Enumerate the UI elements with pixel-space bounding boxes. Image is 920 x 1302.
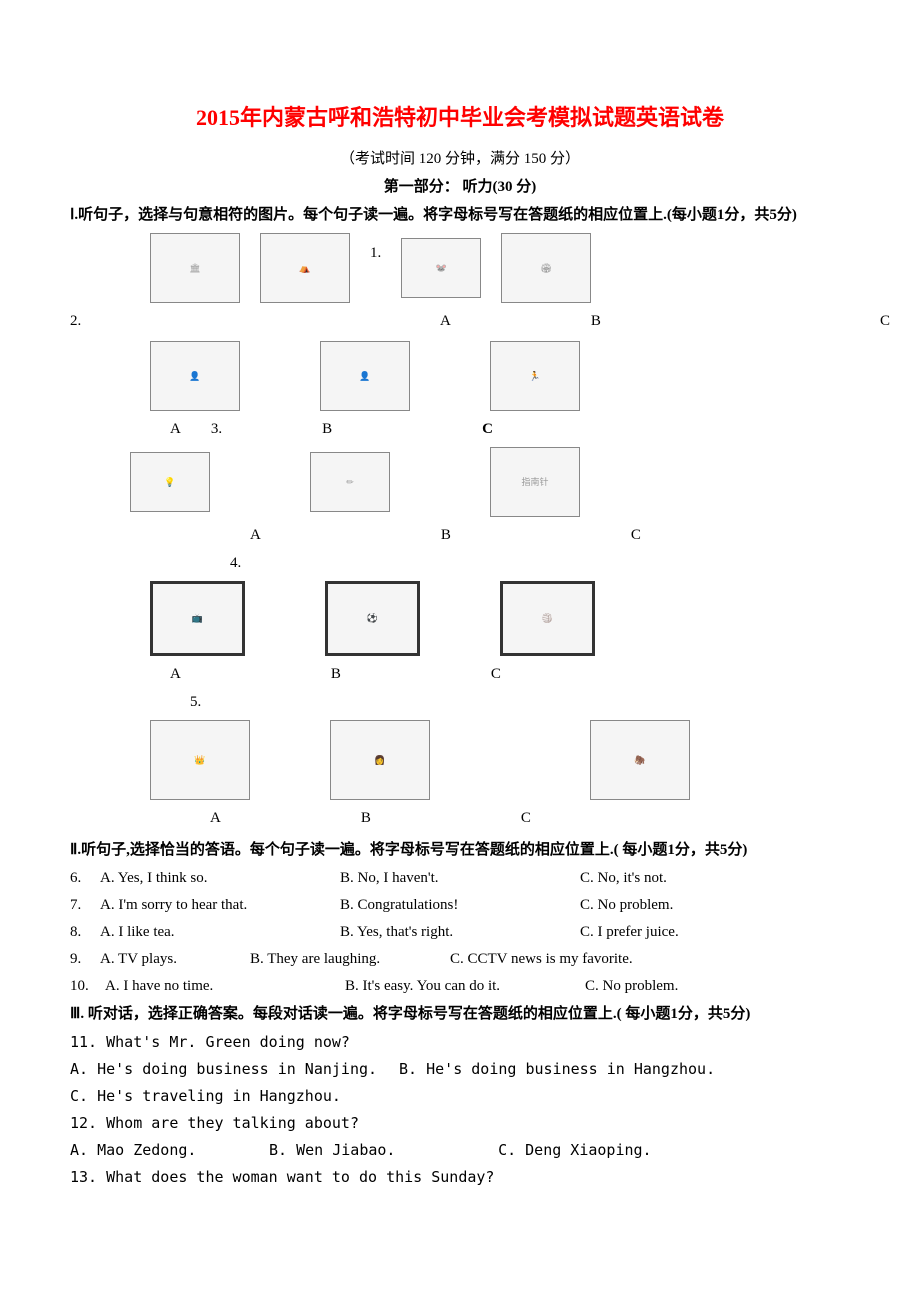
- label-a: A: [250, 523, 261, 547]
- q8: 8. A. I like tea. B. Yes, that's right. …: [70, 920, 850, 944]
- label-c: C: [521, 806, 531, 830]
- q8-c: C. I prefer juice.: [580, 920, 850, 944]
- q13: 13. What does the woman want to do this …: [70, 1165, 850, 1189]
- q6: 6. A. Yes, I think so. B. No, I haven't.…: [70, 866, 850, 890]
- q12-b: B. Wen Jiabao.: [269, 1138, 489, 1162]
- q10: 10. A. I have no time. B. It's easy. You…: [70, 974, 850, 998]
- q6-num: 6.: [70, 866, 100, 890]
- label-a: A: [170, 662, 181, 686]
- part1-title: 第一部分： 听力(30 分): [70, 175, 850, 199]
- q11-c: C. He's traveling in Hangzhou.: [70, 1084, 850, 1108]
- page-title: 2015年内蒙古呼和浩特初中毕业会考模拟试题英语试卷: [70, 100, 850, 135]
- q10-b: B. It's easy. You can do it.: [345, 974, 585, 998]
- q11-b: B. He's doing business in Hangzhou.: [399, 1060, 715, 1078]
- label-c: C: [631, 523, 641, 547]
- q10-c: C. No problem.: [585, 974, 850, 998]
- q9: 9. A. TV plays. B. They are laughing. C.…: [70, 947, 850, 971]
- label-a: A: [440, 309, 451, 333]
- row1-letters: 2. A B C: [70, 309, 850, 333]
- q9-c: C. CCTV news is my favorite.: [450, 947, 633, 971]
- q4-row: 📺 ⚽ 🏐: [70, 581, 850, 656]
- label-a: A: [170, 417, 181, 441]
- q7-num: 7.: [70, 893, 100, 917]
- q7-a: A. I'm sorry to hear that.: [100, 893, 340, 917]
- q7-b: B. Congratulations!: [340, 893, 580, 917]
- q11-a: A. He's doing business in Nanjing.: [70, 1057, 390, 1081]
- q10-a: A. I have no time.: [105, 974, 345, 998]
- label-b: B: [441, 523, 451, 547]
- q1-label: 1.: [370, 241, 381, 265]
- q2-img-b: 👤: [320, 341, 410, 411]
- q1-img-c2: 🏟: [501, 233, 591, 303]
- q11-opts: A. He's doing business in Nanjing. B. He…: [70, 1057, 850, 1081]
- q2-row: 👤 👤 🏃: [70, 341, 850, 411]
- q5-row: 👑 👩 🦣: [70, 720, 850, 800]
- section1-heading: Ⅰ.听句子，选择与句意相符的图片。每个句子读一遍。将字母标号写在答题纸的相应位置…: [70, 203, 850, 227]
- q2-img-a: 👤: [150, 341, 240, 411]
- q3-img-c: 指南针: [490, 447, 580, 517]
- q6-c: C. No, it's not.: [580, 866, 850, 890]
- q10-num: 10.: [70, 974, 105, 998]
- row2-letters: A 3. B C: [70, 417, 850, 441]
- label-b: B: [331, 662, 341, 686]
- q4-img-c: 🏐: [500, 581, 595, 656]
- q9-num: 9.: [70, 947, 100, 971]
- section2-heading: Ⅱ.听句子,选择恰当的答语。每个句子读一遍。将字母标号写在答题纸的相应位置上.(…: [70, 838, 850, 862]
- label-b: B: [591, 309, 601, 333]
- q9-a: A. TV plays.: [100, 947, 250, 971]
- q1-img-a: 🏛: [150, 233, 240, 303]
- q4-img-a: 📺: [150, 581, 245, 656]
- q1-img-c1: 🐭: [401, 238, 481, 298]
- label-c: C: [880, 309, 890, 333]
- q1-img-b: ⛺: [260, 233, 350, 303]
- q5-img-b: 👩: [330, 720, 430, 800]
- label-b: B: [322, 417, 332, 441]
- q11: 11. What's Mr. Green doing now?: [70, 1030, 850, 1054]
- q7-c: C. No problem.: [580, 893, 850, 917]
- q6-b: B. No, I haven't.: [340, 866, 580, 890]
- q8-b: B. Yes, that's right.: [340, 920, 580, 944]
- q5-img-a: 👑: [150, 720, 250, 800]
- q3-img-b: ✏: [310, 452, 390, 512]
- q2-img-c: 🏃: [490, 341, 580, 411]
- q8-a: A. I like tea.: [100, 920, 340, 944]
- q4-label: 4.: [230, 551, 850, 575]
- label-c: C: [491, 662, 501, 686]
- q4-img-b: ⚽: [325, 581, 420, 656]
- q8-num: 8.: [70, 920, 100, 944]
- q3-label: 3.: [211, 417, 222, 441]
- q9-b: B. They are laughing.: [250, 947, 450, 971]
- q3-img-a: 💡: [130, 452, 210, 512]
- q12-a: A. Mao Zedong.: [70, 1138, 260, 1162]
- row5-letters: A B C: [70, 806, 850, 830]
- q5-label: 5.: [190, 690, 850, 714]
- label-a: A: [210, 806, 221, 830]
- q2-label: 2.: [70, 309, 100, 333]
- label-c-bold: C: [482, 417, 493, 441]
- q3-row: 💡 ✏ 指南针: [70, 447, 850, 517]
- q1-row: 🏛 ⛺ 1. 🐭 🏟: [70, 233, 850, 303]
- q12: 12. Whom are they talking about?: [70, 1111, 850, 1135]
- q7: 7. A. I'm sorry to hear that. B. Congrat…: [70, 893, 850, 917]
- q6-a: A. Yes, I think so.: [100, 866, 340, 890]
- row3-letters: A B C: [70, 523, 850, 547]
- exam-info: （考试时间 120 分钟，满分 150 分）: [70, 147, 850, 171]
- q5-img-c: 🦣: [590, 720, 690, 800]
- label-b: B: [361, 806, 371, 830]
- q12-opts: A. Mao Zedong. B. Wen Jiabao. C. Deng Xi…: [70, 1138, 850, 1162]
- section3-heading: Ⅲ. 听对话，选择正确答案。每段对话读一遍。将字母标号写在答题纸的相应位置上.(…: [70, 1002, 850, 1026]
- q12-c: C. Deng Xiaoping.: [498, 1141, 652, 1159]
- row4-letters: A B C: [70, 662, 850, 686]
